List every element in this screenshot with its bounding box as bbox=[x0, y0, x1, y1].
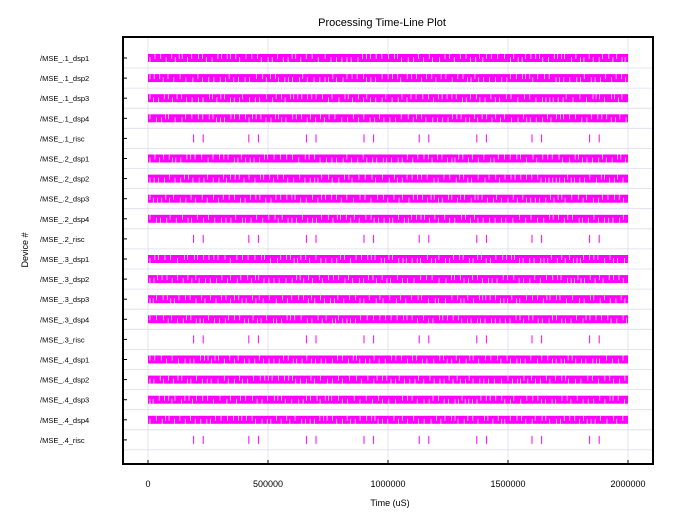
timeline-marks bbox=[148, 54, 628, 444]
device-label: /MSE_.4_dsp4 bbox=[40, 416, 89, 425]
device-label: /MSE_.3_dsp2 bbox=[40, 275, 89, 284]
x-tick-label: 0 bbox=[145, 479, 150, 489]
device-label: /MSE_.1_dsp3 bbox=[40, 94, 89, 103]
dsp-activity-band bbox=[148, 295, 628, 304]
device-label: /MSE_.1_dsp1 bbox=[40, 54, 89, 63]
chart-title: Processing Time-Line Plot bbox=[318, 17, 446, 29]
device-label: /MSE_.3_dsp4 bbox=[40, 315, 89, 324]
dsp-activity-band bbox=[148, 214, 628, 223]
dsp-activity-band bbox=[148, 275, 628, 284]
dsp-activity-band bbox=[148, 174, 628, 183]
x-tick-label: 1000000 bbox=[370, 479, 405, 489]
device-label: /MSE_.2_dsp3 bbox=[40, 195, 89, 204]
device-label: /MSE_.3_dsp1 bbox=[40, 255, 89, 264]
device-label: /MSE_.1_dsp4 bbox=[40, 114, 89, 123]
device-label: /MSE_.2_dsp2 bbox=[40, 175, 89, 184]
device-labels: /MSE_.1_dsp1/MSE_.1_dsp2/MSE_.1_dsp3/MSE… bbox=[40, 54, 89, 445]
x-tick-label: 2000000 bbox=[610, 479, 645, 489]
dsp-activity-band bbox=[148, 94, 628, 103]
dsp-activity-band bbox=[148, 315, 628, 324]
device-label: /MSE_.4_dsp2 bbox=[40, 376, 89, 385]
dsp-activity-band bbox=[148, 375, 628, 384]
x-tick-labels: 0 500000 1000000 1500000 2000000 bbox=[145, 479, 645, 489]
device-label: /MSE_.2_risc bbox=[40, 235, 85, 244]
device-label: /MSE_.4_dsp3 bbox=[40, 396, 89, 405]
x-tick-label: 500000 bbox=[253, 479, 283, 489]
dsp-activity-band bbox=[148, 54, 628, 62]
x-axis-label: Time (uS) bbox=[370, 498, 409, 508]
dsp-activity-band bbox=[148, 114, 628, 123]
dsp-activity-band bbox=[148, 255, 628, 263]
axis-ticks bbox=[123, 57, 629, 464]
device-label: /MSE_.4_risc bbox=[40, 436, 85, 445]
device-label: /MSE_.1_dsp2 bbox=[40, 74, 89, 83]
x-tick-label: 1500000 bbox=[490, 479, 525, 489]
y-axis-label: Device # bbox=[20, 232, 30, 267]
device-label: /MSE_.1_risc bbox=[40, 134, 85, 143]
device-label: /MSE_.4_dsp1 bbox=[40, 356, 89, 365]
dsp-activity-band bbox=[148, 355, 628, 364]
device-label: /MSE_.2_dsp1 bbox=[40, 155, 89, 164]
dsp-activity-band bbox=[148, 395, 628, 404]
device-label: /MSE_.3_risc bbox=[40, 335, 85, 344]
device-label: /MSE_.3_dsp3 bbox=[40, 295, 89, 304]
device-label: /MSE_.2_dsp4 bbox=[40, 215, 89, 224]
dsp-activity-band bbox=[148, 154, 628, 163]
grid bbox=[123, 37, 653, 464]
